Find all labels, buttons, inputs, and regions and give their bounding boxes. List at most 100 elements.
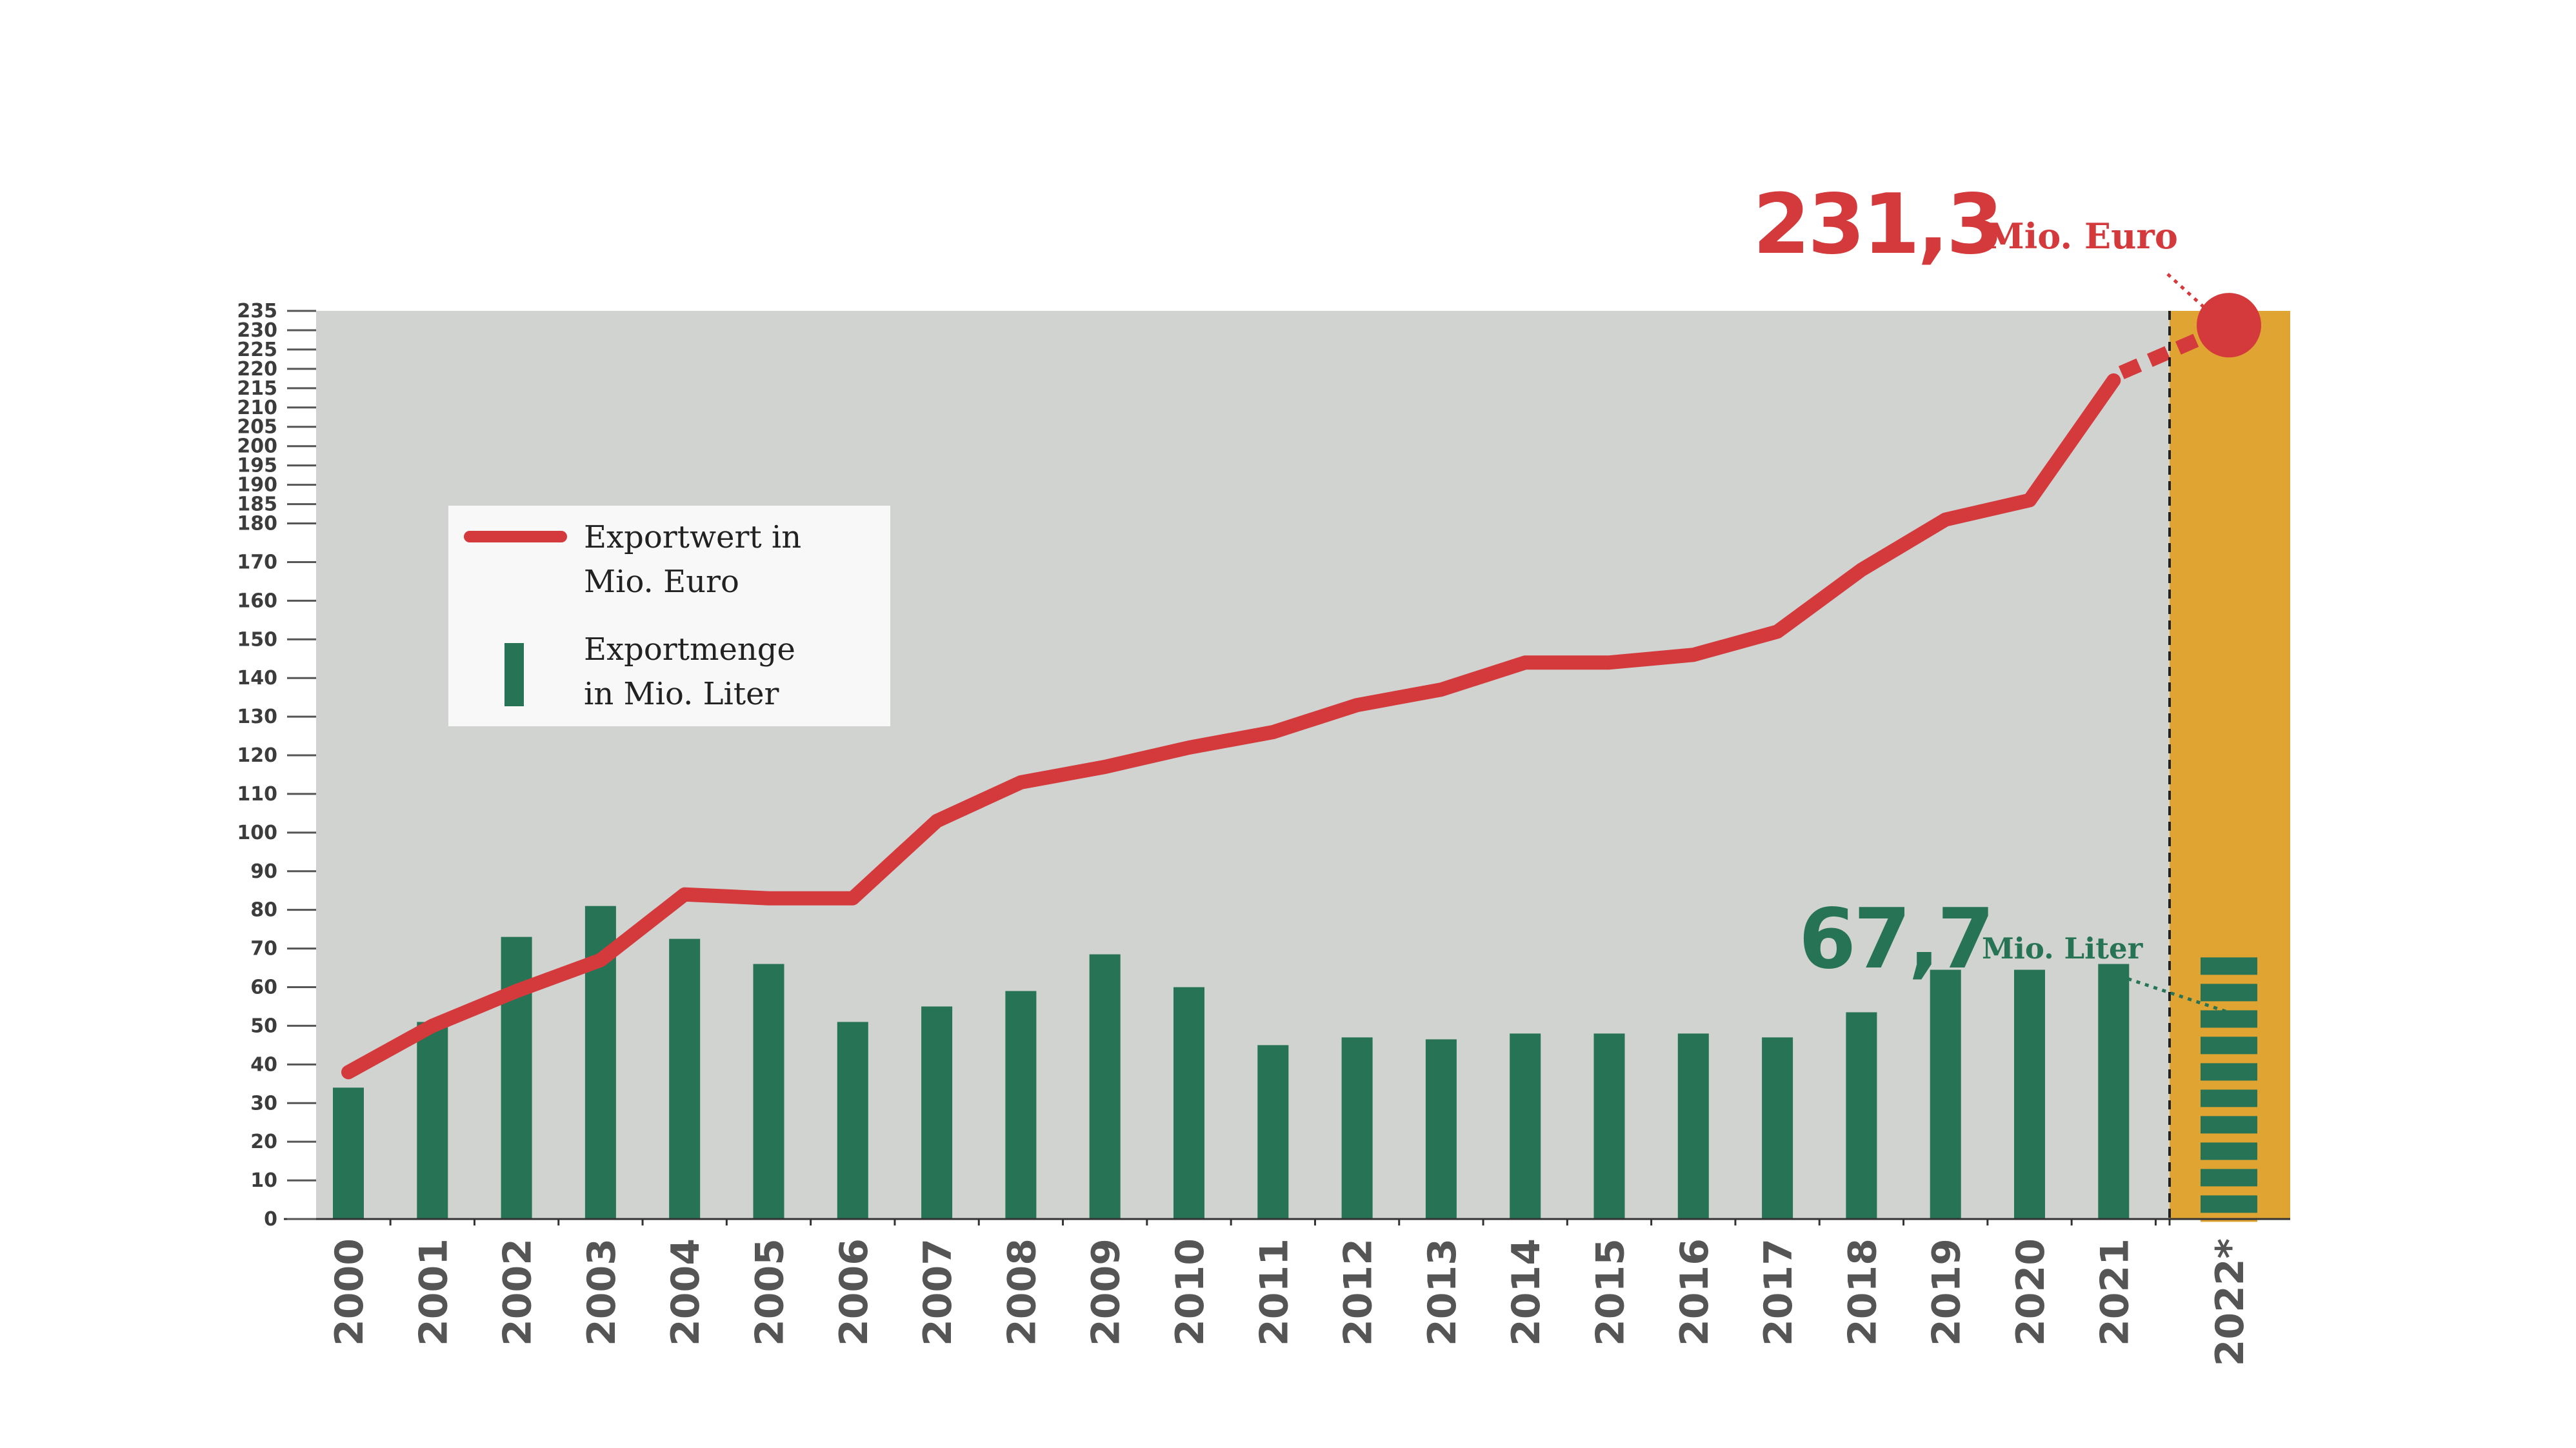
legend-line-label-1: Exportwert in: [584, 519, 801, 555]
bar-forecast-stripe: [2201, 1133, 2257, 1143]
legend-line-label-2: Mio. Euro: [584, 564, 739, 600]
y-tick-label: 90: [250, 860, 277, 883]
callout-liter-leader: [2119, 974, 2226, 1013]
x-tick-label: 2016: [1672, 1238, 1717, 1346]
line-point: [1019, 780, 1023, 784]
x-ticks-group: 2000 2001 2002 2003 2004 2005 2006 2007 2008 2009…: [327, 1238, 2253, 1366]
legend-bar-label-2: in Mio. Liter: [584, 676, 779, 712]
y-tick-label: 200: [237, 435, 277, 458]
line-point: [431, 1024, 434, 1027]
x-tick-label: 2008: [999, 1238, 1044, 1346]
x-tick-label: 2010: [1168, 1238, 1213, 1346]
line-group: [341, 293, 2261, 1080]
line-point: [1439, 688, 1443, 691]
bar: [501, 937, 532, 1219]
x-tick-label: 2011: [1252, 1238, 1297, 1346]
bar: [417, 1022, 448, 1219]
bar: [1846, 1012, 1877, 1219]
y-tick-label: 195: [237, 455, 277, 477]
callout-euro-value: 231,3: [1753, 177, 2001, 273]
y-tick-label: 20: [250, 1131, 277, 1153]
y-tick-label: 70: [250, 938, 277, 960]
line-point: [2112, 379, 2115, 382]
legend-bar-label-1: Exportmenge: [584, 631, 795, 668]
bar: [1593, 1033, 1625, 1219]
y-tick-label: 160: [237, 590, 277, 612]
bar: [2098, 964, 2130, 1219]
y-tick-label: 30: [250, 1092, 277, 1115]
line-point: [2028, 499, 2031, 502]
x-tick-label: 2014: [1504, 1238, 1549, 1346]
line-point: [1944, 518, 1947, 521]
y-tick-label: 80: [250, 899, 277, 922]
bar: [921, 1006, 953, 1219]
callout-euro-unit: Mio. Euro: [1986, 215, 2178, 257]
bar-forecast-stripe: [2201, 1107, 2257, 1116]
bar-forecast-stripe: [2201, 1160, 2257, 1169]
y-tick-label: 50: [250, 1015, 277, 1037]
callout-euro-leader: [2166, 273, 2213, 315]
x-tick-label: 2003: [579, 1238, 624, 1346]
y-tick-label: 10: [250, 1169, 277, 1192]
y-tick-label: 220: [237, 358, 277, 381]
bar-forecast-stripe: [2201, 975, 2257, 984]
y-tick-label: 185: [237, 493, 277, 516]
y-tick-label: 215: [237, 377, 277, 400]
x-tick-label: 2007: [915, 1238, 961, 1346]
y-tick-label: 120: [237, 744, 277, 767]
bar: [669, 938, 701, 1219]
x-tick-label: 2006: [832, 1238, 877, 1346]
x-tick-label: 2001: [411, 1238, 456, 1346]
x-tick-label: 2019: [1924, 1238, 1970, 1346]
x-tick-label: 2002: [495, 1238, 541, 1346]
y-tick-label: 205: [237, 416, 277, 439]
line-point: [515, 989, 518, 993]
axes-group: [284, 311, 2290, 1225]
bar-forecast-stripe: [2201, 1054, 2257, 1064]
y-tick-label: 190: [237, 474, 277, 497]
y-tick-label: 130: [237, 706, 277, 728]
line-series-exportwert: [341, 373, 2121, 1080]
y-tick-label: 230: [237, 319, 277, 342]
line-point: [1272, 731, 1275, 734]
y-tick-label: 0: [264, 1208, 277, 1231]
bar: [753, 964, 784, 1219]
line-point: [851, 897, 854, 900]
callout-liter-value: 67,7: [1799, 891, 1992, 987]
bar: [1005, 991, 1037, 1219]
bar: [1762, 1037, 1793, 1219]
x-tick-label: 2020: [2008, 1238, 2053, 1346]
bars-group: [333, 906, 2257, 1222]
y-tick-label: 235: [237, 300, 277, 322]
bar-forecast-stripe: [2201, 1080, 2257, 1090]
line-forecast-connector: [2118, 325, 2219, 379]
line-point: [1188, 746, 1190, 749]
x-tick-label: 2000: [327, 1238, 372, 1346]
bar: [1341, 1037, 1373, 1219]
callout-liter-unit: Mio. Liter: [1982, 931, 2144, 966]
line-point: [1103, 765, 1106, 768]
y-tick-label: 180: [237, 513, 277, 535]
line-point: [1692, 653, 1695, 657]
y-tick-label: 150: [237, 628, 277, 651]
bar: [1089, 954, 1121, 1219]
bar-forecast-stripe: [2201, 1001, 2257, 1011]
bar-forecast-stripe: [2201, 1027, 2257, 1037]
bar-forecast-stripe: [2201, 1186, 2257, 1196]
line-point: [935, 819, 939, 822]
x-tick-label: 2012: [1336, 1238, 1381, 1346]
y-tick-label: 140: [237, 667, 277, 689]
y-tick-label: 170: [237, 551, 277, 573]
callouts-group: 231,3 Mio. Euro 67,7 Mio. Liter: [1753, 177, 2226, 1013]
bar-forecast-stripe: [2201, 1213, 2257, 1222]
line-point: [767, 897, 770, 900]
y-ticks-group: 0 10 20 30 40 50 60 70 80 90 100 110 120 130 140 150 160…: [237, 300, 316, 1231]
x-tick-label: 2009: [1084, 1238, 1129, 1346]
bar: [1173, 987, 1204, 1219]
x-tick-label: 2021: [2092, 1238, 2137, 1346]
bar: [1425, 1039, 1457, 1219]
bar: [1930, 969, 1961, 1219]
x-tick-label: 2015: [1588, 1238, 1633, 1346]
y-tick-label: 210: [237, 397, 277, 419]
